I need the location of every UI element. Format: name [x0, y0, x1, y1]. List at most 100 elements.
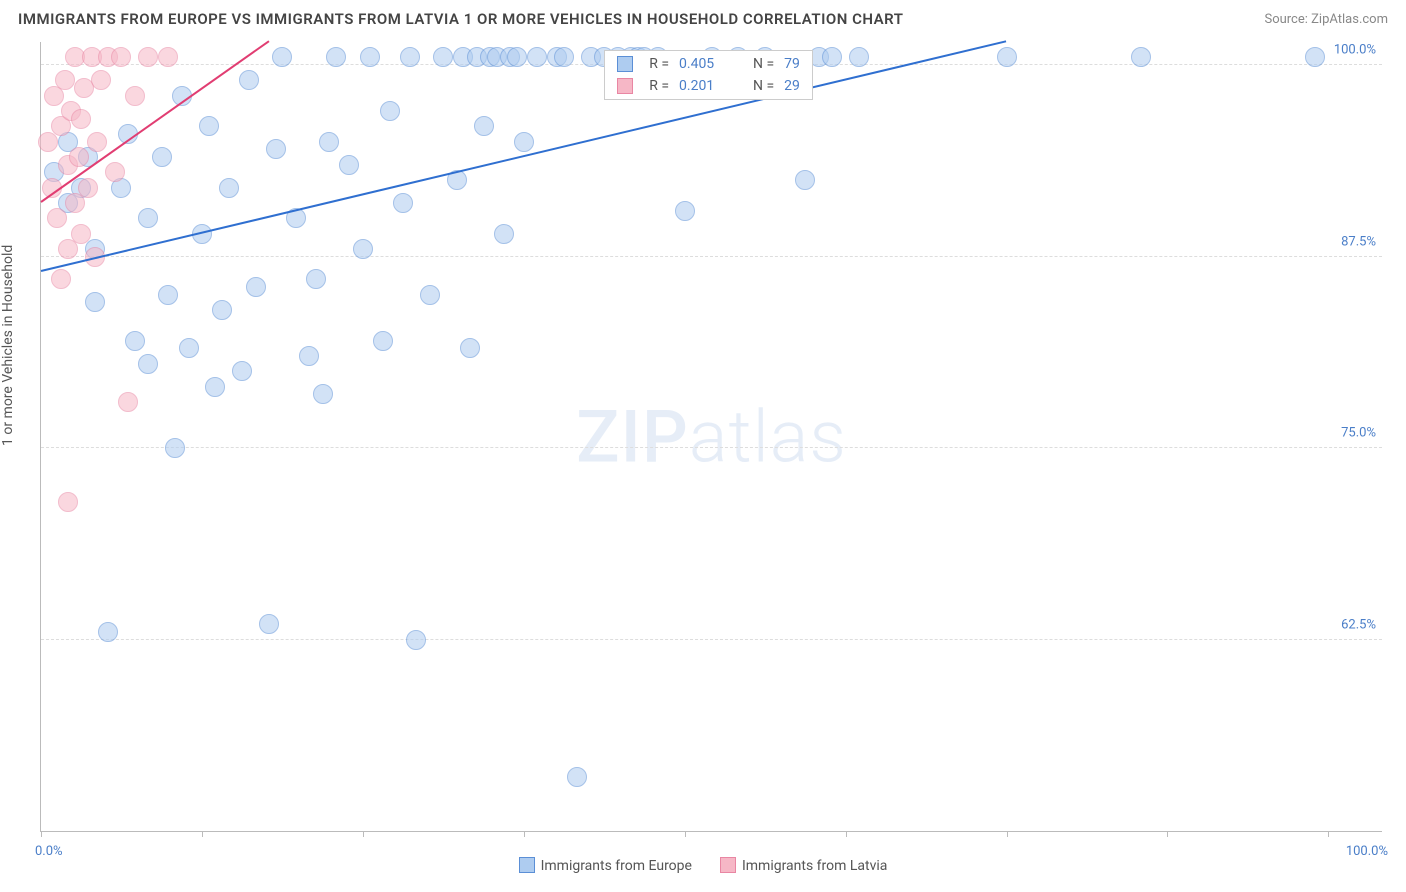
data-point — [353, 239, 373, 259]
data-point — [460, 338, 480, 358]
source-attribution: Source: ZipAtlas.com — [1264, 12, 1388, 27]
x-tick — [1328, 831, 1329, 837]
data-point — [87, 132, 107, 152]
data-point — [373, 331, 393, 351]
x-tick — [363, 831, 364, 837]
r-label: R = — [649, 56, 669, 72]
n-value: 29 — [784, 78, 800, 94]
data-point — [111, 47, 131, 67]
chart-title: IMMIGRANTS FROM EUROPE VS IMMIGRANTS FRO… — [18, 10, 903, 28]
data-point — [85, 292, 105, 312]
data-point — [219, 178, 239, 198]
gridline — [41, 639, 1382, 640]
x-tick — [1007, 831, 1008, 837]
data-point — [58, 492, 78, 512]
data-point — [795, 170, 815, 190]
y-axis-label: 1 or more Vehicles in Household — [0, 245, 16, 446]
x-tick — [202, 831, 203, 837]
legend-item: Immigrants from Europe — [519, 857, 692, 874]
series-swatch — [617, 78, 633, 94]
data-point — [71, 109, 91, 129]
data-point — [179, 338, 199, 358]
data-point — [339, 155, 359, 175]
data-point — [205, 377, 225, 397]
data-point — [69, 147, 89, 167]
data-point — [118, 392, 138, 412]
data-point — [326, 47, 346, 67]
data-point — [259, 614, 279, 634]
x-tick — [1167, 831, 1168, 837]
data-point — [138, 354, 158, 374]
data-point — [158, 285, 178, 305]
data-point — [406, 630, 426, 650]
data-point — [1305, 47, 1325, 67]
data-point — [212, 300, 232, 320]
data-point — [527, 47, 547, 67]
data-point — [232, 361, 252, 381]
data-point — [165, 438, 185, 458]
data-point — [299, 346, 319, 366]
data-point — [849, 47, 869, 67]
data-point — [675, 201, 695, 221]
data-point — [98, 622, 118, 642]
n-value: 79 — [784, 56, 800, 72]
series-swatch — [617, 56, 633, 72]
data-point — [420, 285, 440, 305]
gridline — [41, 256, 1382, 257]
data-point — [266, 139, 286, 159]
data-point — [138, 47, 158, 67]
legend-item: Immigrants from Latvia — [720, 857, 887, 874]
data-point — [71, 224, 91, 244]
x-tick — [524, 831, 525, 837]
data-point — [105, 162, 125, 182]
n-label: N = — [753, 78, 774, 94]
data-point — [554, 47, 574, 67]
x-tick — [685, 831, 686, 837]
data-point — [400, 47, 420, 67]
data-point — [380, 101, 400, 121]
data-point — [47, 208, 67, 228]
stats-row: R = 0.405 N = 79 — [605, 53, 812, 75]
data-point — [1131, 47, 1151, 67]
data-point — [474, 116, 494, 136]
data-point — [272, 47, 292, 67]
data-point — [822, 47, 842, 67]
legend-swatch — [519, 857, 535, 873]
data-point — [199, 116, 219, 136]
y-tick-label: 75.0% — [1341, 426, 1376, 441]
data-point — [997, 47, 1017, 67]
legend-swatch — [720, 857, 736, 873]
chart-legend: Immigrants from Europe Immigrants from La… — [0, 857, 1406, 874]
scatter-chart: ZIPatlas 62.5%75.0%87.5%100.0%0.0%100.0%… — [40, 42, 1382, 832]
legend-label: Immigrants from Latvia — [742, 858, 887, 874]
data-point — [433, 47, 453, 67]
data-point — [55, 70, 75, 90]
legend-label: Immigrants from Europe — [541, 858, 692, 874]
data-point — [246, 277, 266, 297]
data-point — [319, 132, 339, 152]
n-label: N = — [753, 56, 774, 72]
data-point — [313, 384, 333, 404]
stats-legend: R =0.405N =79R =0.201N =29 — [604, 50, 813, 100]
gridline — [41, 447, 1382, 448]
x-tick — [41, 831, 42, 837]
r-label: R = — [649, 78, 669, 94]
stats-row: R =0.201N =29 — [605, 75, 812, 97]
r-value: 0.405 — [679, 56, 729, 72]
data-point — [152, 147, 172, 167]
y-tick-label: 87.5% — [1341, 234, 1376, 249]
data-point — [514, 132, 534, 152]
y-tick-label: 62.5% — [1341, 617, 1376, 632]
data-point — [158, 47, 178, 67]
data-point — [91, 70, 111, 90]
data-point — [306, 269, 326, 289]
data-point — [125, 86, 145, 106]
data-point — [138, 208, 158, 228]
data-point — [51, 269, 71, 289]
data-point — [78, 178, 98, 198]
data-point — [567, 767, 587, 787]
y-tick-label: 100.0% — [1334, 42, 1376, 57]
data-point — [125, 331, 145, 351]
data-point — [507, 47, 527, 67]
watermark: ZIPatlas — [576, 394, 847, 479]
